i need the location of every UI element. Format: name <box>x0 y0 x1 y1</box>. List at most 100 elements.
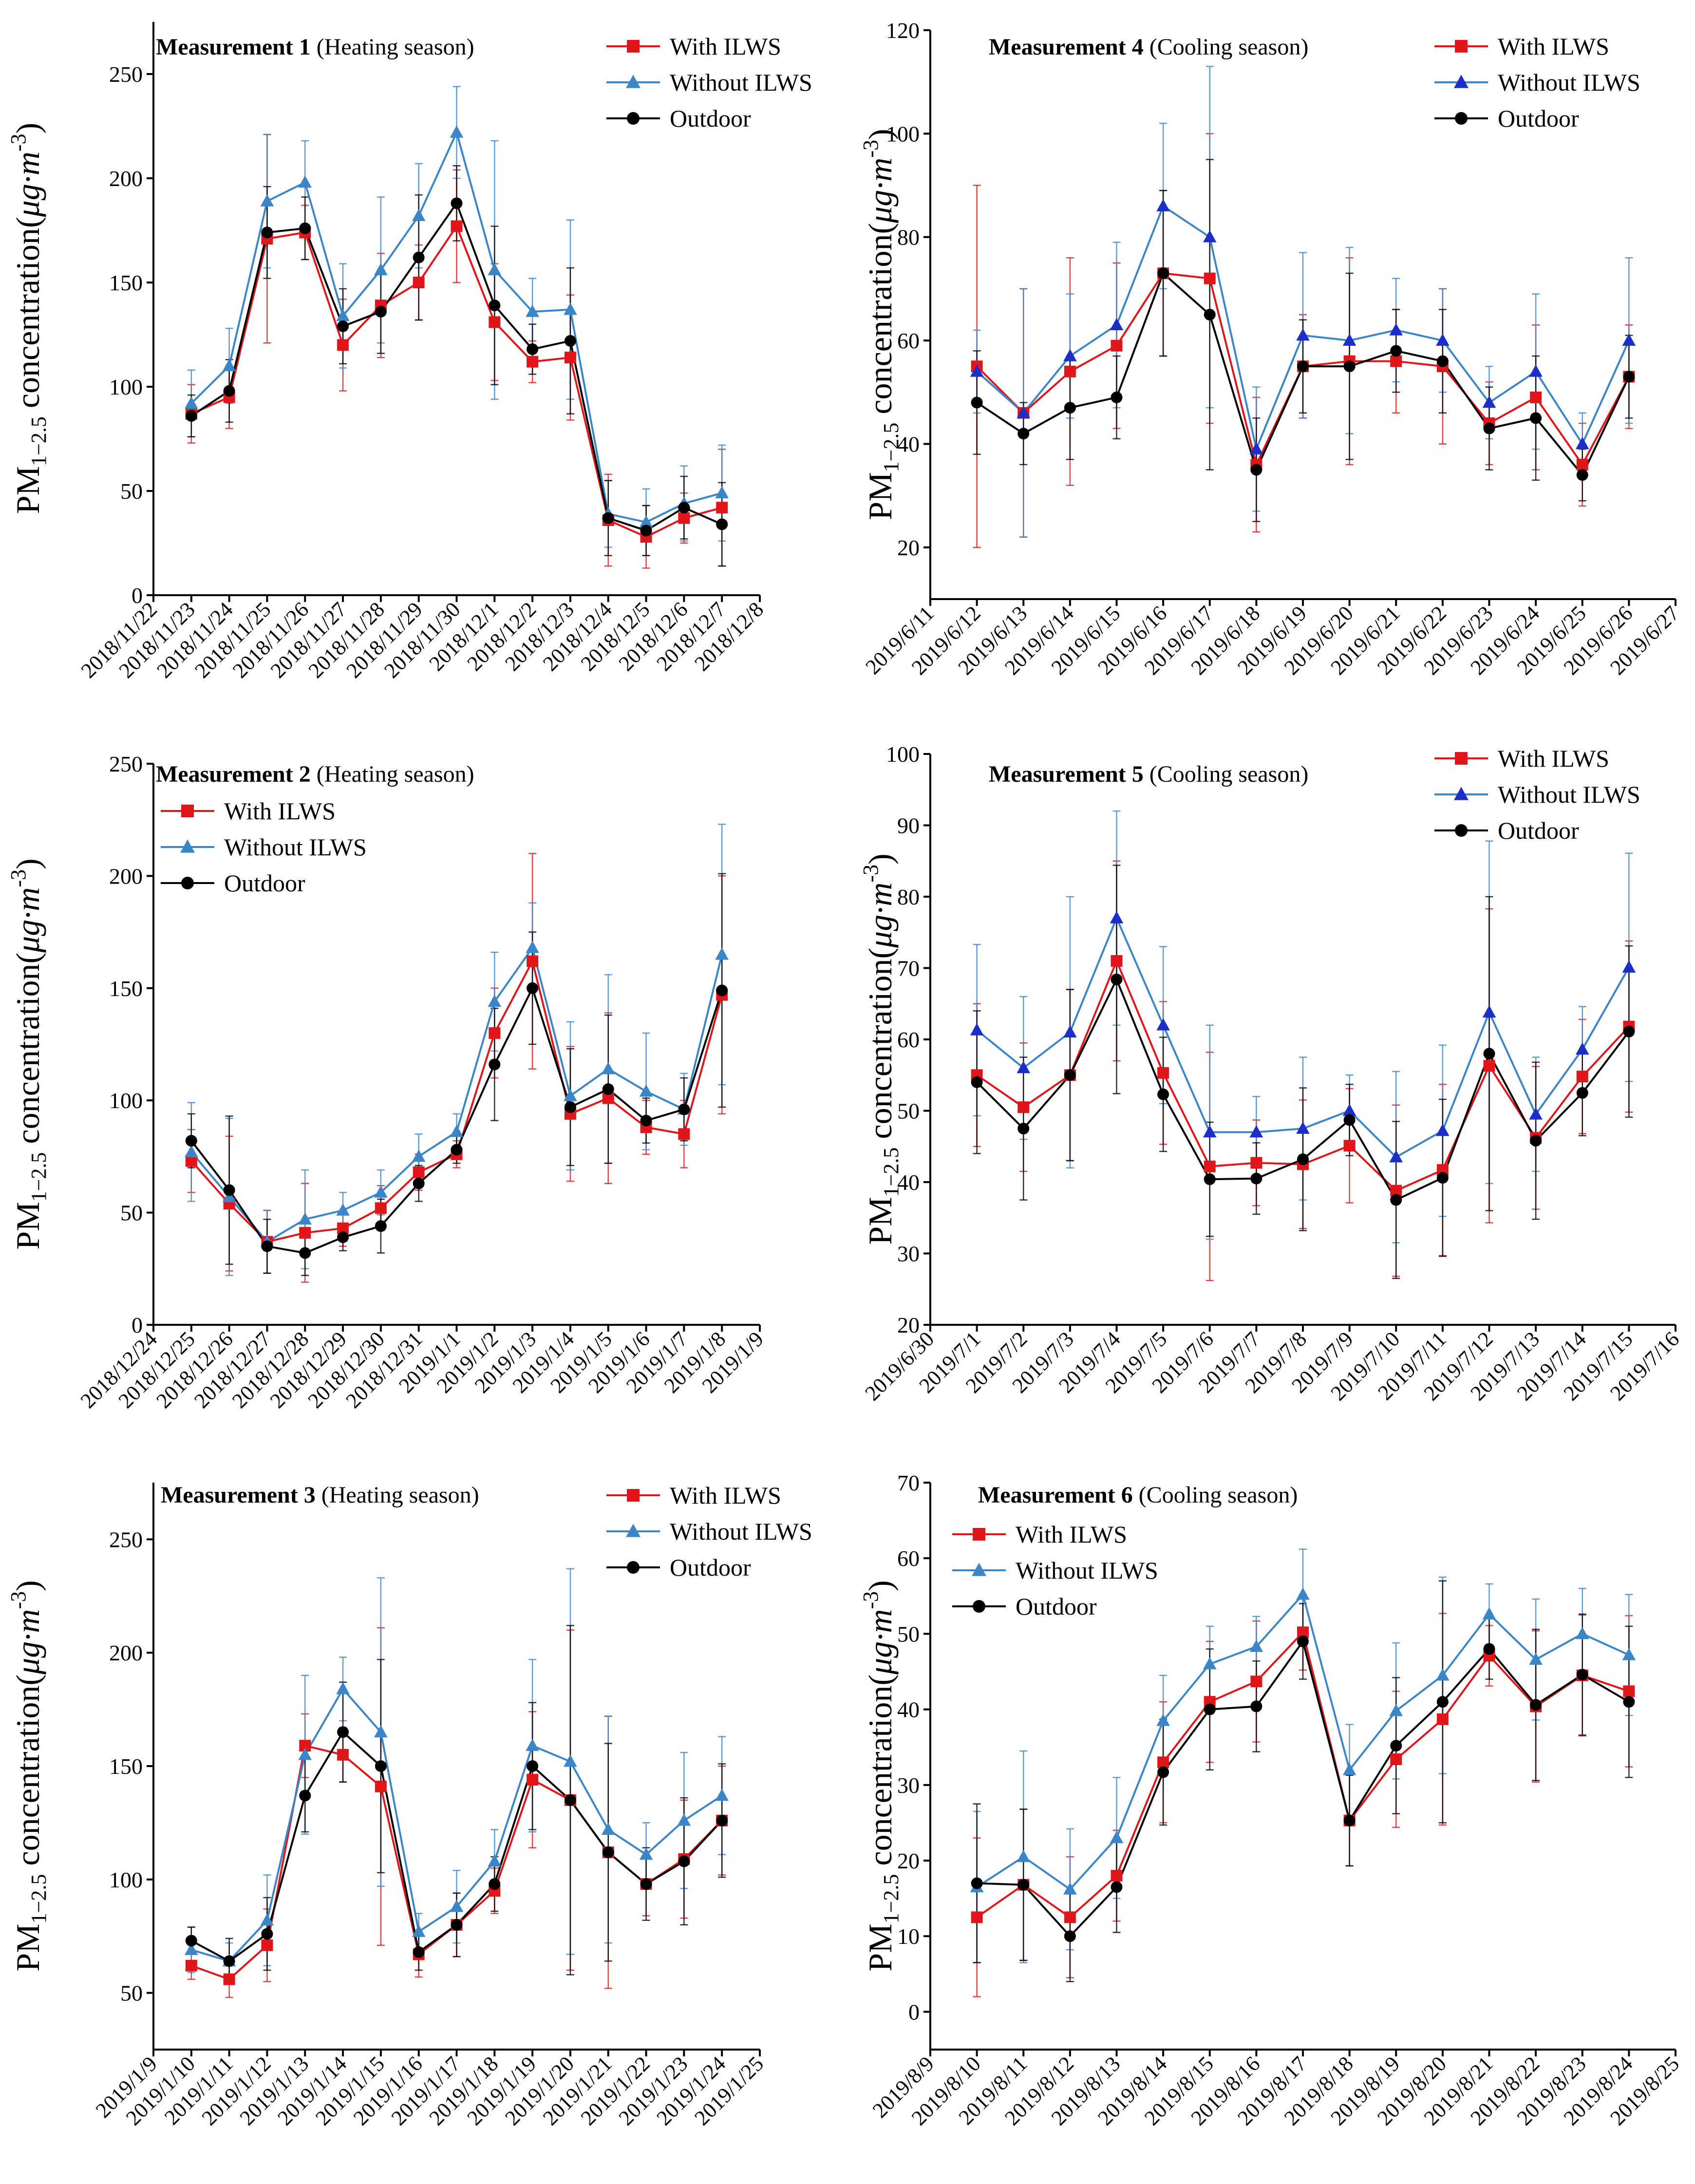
point-without <box>336 309 350 321</box>
point-outdoor <box>1483 422 1495 434</box>
y-tick-label: 40 <box>897 1697 920 1722</box>
point-without <box>1249 1639 1263 1652</box>
point-with <box>1157 1756 1169 1769</box>
point-outdoor <box>1064 1069 1076 1081</box>
point-outdoor <box>678 1855 690 1867</box>
series-with <box>187 853 726 1283</box>
point-outdoor <box>1111 1881 1123 1893</box>
point-outdoor <box>223 1955 235 1967</box>
point-with <box>1017 1101 1030 1113</box>
y-tick-label: 80 <box>897 885 920 909</box>
y-tick-label: 200 <box>109 864 143 888</box>
y-tick-label: 50 <box>120 479 143 504</box>
point-outdoor <box>1204 309 1216 320</box>
point-outdoor <box>185 1135 197 1147</box>
point-with <box>1111 1870 1123 1882</box>
point-with <box>337 339 349 351</box>
y-tick-label: 250 <box>109 62 143 87</box>
point-with <box>299 1227 311 1239</box>
point-outdoor <box>1017 1879 1030 1891</box>
y-tick-label: 100 <box>886 121 920 146</box>
y-tick-label: 250 <box>109 752 143 776</box>
y-tick-label: 0 <box>908 1999 920 2024</box>
legend: With ILWS Without ILWS Outdoor <box>1434 33 1640 132</box>
point-outdoor <box>1436 355 1449 367</box>
legend-label: Outdoor <box>670 1554 751 1581</box>
point-outdoor <box>1204 1703 1216 1715</box>
legend: With ILWS Without ILWS Outdoor <box>952 1521 1158 1620</box>
point-outdoor <box>1111 973 1123 985</box>
point-with <box>1576 1071 1588 1083</box>
point-without <box>1017 1849 1031 1863</box>
point-outdoor <box>1204 1173 1216 1186</box>
y-tick-label: 0 <box>132 1313 143 1337</box>
point-outdoor <box>1343 360 1356 373</box>
legend-label: Without ILWS <box>1016 1557 1158 1584</box>
point-outdoor <box>1623 1025 1635 1037</box>
legend-marker <box>627 1489 640 1502</box>
legend: With ILWS Without ILWS Outdoor <box>1434 745 1640 844</box>
point-without_m45 <box>1017 406 1031 418</box>
point-with <box>489 316 501 328</box>
point-outdoor <box>1343 1814 1356 1826</box>
point-without <box>1622 1648 1636 1660</box>
point-outdoor <box>716 1814 728 1826</box>
point-without_m45 <box>1296 328 1310 341</box>
y-tick-label: 20 <box>897 1848 920 1873</box>
chart-panel-5: 501001502002502019/1/92019/1/102019/1/11… <box>6 1482 812 2130</box>
point-outdoor <box>1250 464 1262 476</box>
point-outdoor <box>1297 1635 1309 1647</box>
point-outdoor <box>1623 1696 1635 1708</box>
point-without <box>450 1125 464 1137</box>
point-without_m45 <box>970 1023 984 1036</box>
y-axis-label: PM1−2.5 concentration(μg·m-3) <box>859 853 903 1244</box>
point-with <box>413 277 425 288</box>
point-without <box>715 486 729 499</box>
point-outdoor <box>1157 267 1169 280</box>
point-with <box>1530 391 1542 403</box>
y-tick-label: 30 <box>897 1773 920 1798</box>
point-outdoor <box>299 222 311 234</box>
point-without_m45 <box>1156 1018 1170 1031</box>
point-with <box>1436 1713 1449 1725</box>
point-outdoor <box>1576 1087 1588 1099</box>
y-tick-label: 50 <box>120 1981 143 2006</box>
point-outdoor <box>451 1919 463 1931</box>
point-outdoor <box>678 502 690 514</box>
point-with <box>1111 339 1123 352</box>
point-without <box>1203 1657 1217 1670</box>
point-outdoor <box>1017 428 1030 440</box>
point-outdoor <box>640 525 652 537</box>
y-axis-label: PM1−2.5 concentration(μg·m-3) <box>6 858 51 1249</box>
point-without <box>374 1725 388 1737</box>
y-tick-label: 30 <box>897 1242 920 1266</box>
point-without <box>488 263 502 276</box>
point-outdoor <box>261 1928 273 1940</box>
legend-label: With ILWS <box>670 33 781 60</box>
point-outdoor <box>1157 1766 1169 1778</box>
point-without <box>185 1145 198 1157</box>
legend-marker <box>180 839 195 853</box>
point-outdoor <box>1064 1930 1076 1942</box>
point-without <box>1436 1668 1450 1681</box>
point-outdoor <box>602 512 614 524</box>
point-with <box>1576 458 1588 471</box>
point-outdoor <box>1250 1700 1262 1713</box>
point-without_m45 <box>1249 1125 1263 1138</box>
point-without <box>1110 1831 1124 1844</box>
point-without <box>564 1089 577 1101</box>
y-tick-label: 120 <box>886 18 920 43</box>
point-without <box>222 358 236 371</box>
y-tick-label: 50 <box>120 1201 143 1225</box>
point-without <box>677 1813 691 1826</box>
legend-marker <box>1455 824 1468 837</box>
point-without <box>639 1084 653 1097</box>
point-without <box>374 263 388 276</box>
point-with <box>527 1773 539 1786</box>
point-with <box>1064 1911 1076 1923</box>
point-with <box>1204 272 1216 284</box>
chart-title: Measurement 1 (Heating season) <box>156 34 474 60</box>
chart-title: Measurement 4 (Cooling season) <box>989 34 1308 60</box>
point-without <box>1575 1627 1589 1639</box>
